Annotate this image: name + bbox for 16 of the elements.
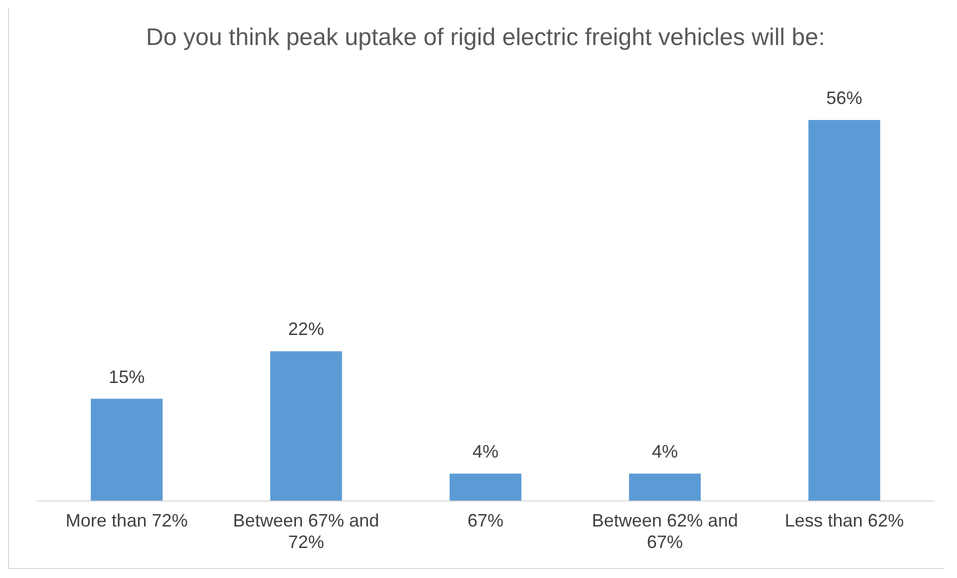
data-label: 15% bbox=[108, 366, 145, 387]
data-label: 56% bbox=[826, 88, 862, 108]
x-tick-label: Between 62% and 67% bbox=[592, 510, 738, 552]
data-label: 4% bbox=[472, 442, 499, 462]
chart-title: Do you think peak uptake of rigid electric freight vehicles will be: bbox=[146, 24, 826, 52]
bar bbox=[270, 351, 342, 501]
data-label: 4% bbox=[652, 442, 678, 462]
data-label: 22% bbox=[288, 319, 324, 340]
x-tick-label: More than 72% bbox=[66, 510, 188, 531]
bar bbox=[450, 474, 522, 501]
bar bbox=[90, 398, 163, 501]
x-tick-label: 67% bbox=[467, 510, 504, 531]
bar bbox=[629, 474, 701, 501]
x-tick-label: Less than 62% bbox=[784, 510, 904, 531]
x-tick-label: Between 67% and 72% bbox=[233, 510, 380, 552]
bar bbox=[808, 120, 880, 501]
